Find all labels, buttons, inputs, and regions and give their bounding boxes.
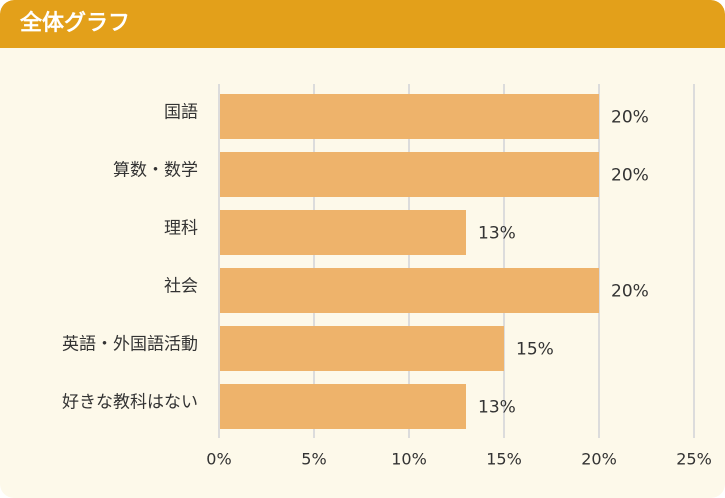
data-label-4: 15% [516, 340, 554, 360]
data-label-1: 20% [611, 166, 649, 186]
data-label-0: 20% [611, 108, 649, 128]
bar-5 [219, 384, 466, 429]
data-label-5: 13% [478, 398, 516, 418]
bar-0 [219, 94, 599, 139]
x-tick-label-2: 10% [391, 450, 427, 469]
category-label-4: 英語・外国語活動 [62, 335, 198, 355]
card-title: 全体グラフ [20, 11, 131, 36]
x-tick-label-5: 25% [676, 450, 712, 469]
x-tick-label-0: 0% [206, 450, 231, 469]
category-label-0: 国語 [164, 103, 198, 123]
category-label-5: 好きな教科はない [62, 393, 198, 413]
data-label-2: 13% [478, 224, 516, 244]
bar-4 [219, 326, 504, 371]
x-tick-label-1: 5% [301, 450, 326, 469]
bar-2 [219, 210, 466, 255]
bar-1 [219, 152, 599, 197]
category-label-3: 社会 [164, 277, 198, 297]
card-header: 全体グラフ [0, 0, 725, 48]
x-tick-label-4: 20% [581, 450, 617, 469]
bar-3 [219, 268, 599, 313]
category-label-1: 算数・数学 [113, 161, 198, 181]
x-tick-label-3: 15% [486, 450, 522, 469]
data-label-3: 20% [611, 282, 649, 302]
category-label-2: 理科 [164, 219, 198, 239]
